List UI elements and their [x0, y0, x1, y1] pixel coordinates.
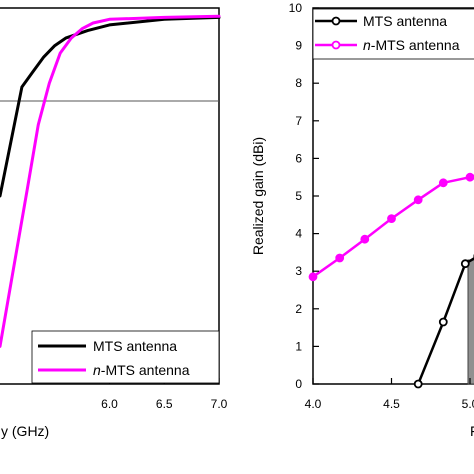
right-series-point-mts-antenna	[438, 317, 448, 327]
right-y-tick-label: 9	[295, 39, 302, 53]
right-series-point-n-mts-antenna	[308, 272, 318, 282]
left-panel: 6.0 6.5 7.0 MTS antenna n-MTS antenna y (G…	[0, 7, 228, 439]
right-y-ticks: 0 1 2 3 4 5 6 7 8 9 10	[289, 1, 319, 391]
right-series-point-n-mts-antenna	[413, 195, 423, 205]
left-legend-box	[31, 330, 220, 384]
right-x-tick-label: 5.0	[462, 397, 474, 411]
right-series-point-mts-antenna	[460, 259, 470, 269]
right-legend: MTS antenna n-MTS antenna	[312, 8, 474, 60]
right-y-tick-label: 4	[295, 227, 302, 241]
right-x-axis-title-fragment: F	[470, 423, 474, 439]
left-x-tick-label: 6.0	[101, 397, 118, 411]
right-series-line-n-mts-antenna	[312, 174, 474, 278]
right-y-tick-label: 2	[295, 302, 302, 316]
right-y-tick-label: 7	[295, 114, 302, 128]
right-inset-bar	[467, 259, 474, 385]
right-y-tick-label: 8	[295, 76, 302, 90]
left-legend-label-nmts-prefix: n	[93, 362, 101, 378]
right-y-axis-title: Realized gain (dBi)	[250, 137, 266, 255]
left-x-axis-title: y (GHz)	[1, 423, 49, 439]
right-y-tick-label: 10	[289, 1, 303, 15]
right-series-point-n-mts-antenna	[387, 214, 396, 224]
right-legend-label-mts: MTS antenna	[363, 13, 447, 29]
right-legend-marker-nmts	[331, 40, 341, 50]
left-series-group	[0, 14, 221, 348]
right-series-point-mts-antenna	[413, 379, 423, 389]
right-y-tick-label: 6	[295, 151, 302, 165]
right-series-point-n-mts-antenna	[465, 172, 474, 182]
left-legend-label-nmts: n-MTS antenna	[93, 362, 190, 378]
right-series-line-mts-antenna	[417, 257, 474, 385]
right-series-group	[308, 172, 474, 389]
left-legend: MTS antenna n-MTS antenna	[31, 330, 220, 384]
left-legend-label-nmts-text: -MTS antenna	[101, 362, 190, 378]
right-y-tick-label: 1	[295, 339, 302, 353]
right-series-point-n-mts-antenna	[335, 253, 345, 263]
left-series-line-n-mts-antenna	[0, 14, 221, 348]
right-x-tick-label: 4.5	[383, 397, 400, 411]
right-series-point-n-mts-antenna	[438, 178, 448, 188]
right-legend-label-nmts-prefix: n	[363, 37, 371, 53]
right-x-tick-label: 4.0	[305, 397, 322, 411]
right-plot-frame	[312, 7, 474, 385]
left-x-ticks: 6.0 6.5 7.0	[101, 378, 228, 411]
left-plot-frame	[0, 7, 220, 385]
right-legend-label-nmts: n-MTS antenna	[363, 37, 460, 53]
left-x-tick-label: 6.5	[156, 397, 173, 411]
right-legend-marker-mts	[331, 16, 341, 26]
right-y-tick-label: 0	[295, 377, 302, 391]
right-panel: 0 1 2 3 4 5 6 7 8 9 10 4.0 4.5 5.0 MTS antenna n-MTS…	[250, 1, 474, 439]
right-x-ticks: 4.0 4.5 5.0	[305, 378, 474, 411]
right-y-tick-label: 3	[295, 264, 302, 278]
right-legend-box	[312, 8, 474, 60]
right-legend-label-nmts-text: -MTS antenna	[371, 37, 460, 53]
left-legend-label-mts: MTS antenna	[93, 338, 177, 354]
left-x-tick-label: 7.0	[211, 397, 228, 411]
right-y-tick-label: 5	[295, 189, 302, 203]
right-series-point-n-mts-antenna	[360, 234, 370, 244]
left-series-line-mts-antenna	[0, 15, 221, 198]
